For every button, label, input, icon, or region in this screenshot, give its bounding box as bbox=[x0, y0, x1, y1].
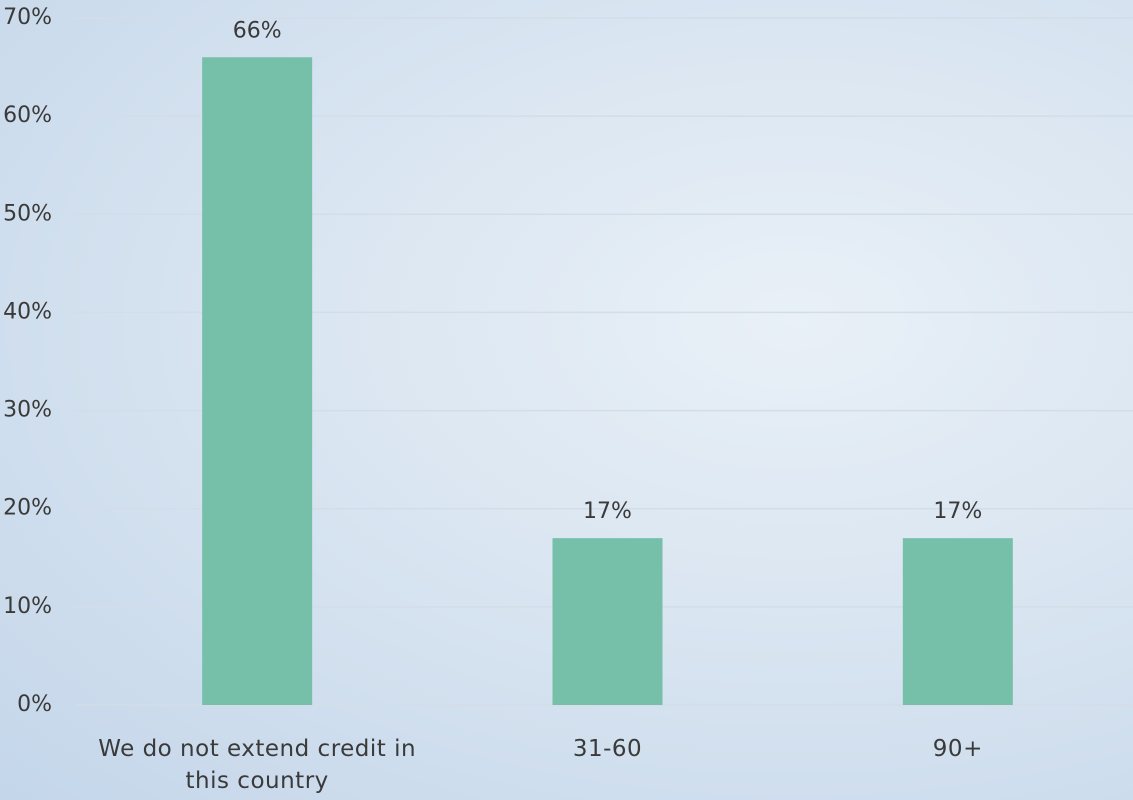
data-label: 66% bbox=[233, 18, 282, 43]
y-tick-label: 50% bbox=[3, 201, 52, 226]
y-tick-label: 0% bbox=[17, 692, 52, 717]
y-tick-label: 10% bbox=[3, 594, 52, 619]
x-tick-label: 31-60 bbox=[572, 736, 643, 762]
data-label: 17% bbox=[933, 499, 982, 524]
y-tick-label: 40% bbox=[3, 299, 52, 324]
y-tick-label: 60% bbox=[3, 103, 52, 128]
y-tick-label: 20% bbox=[3, 496, 52, 521]
x-tick-label: 90+ bbox=[932, 736, 983, 762]
y-tick-label: 70% bbox=[3, 5, 52, 30]
bar bbox=[902, 538, 1013, 705]
bar bbox=[202, 57, 313, 705]
bar bbox=[552, 538, 663, 705]
y-tick-label: 30% bbox=[3, 398, 52, 423]
data-label: 17% bbox=[583, 499, 632, 524]
x-tick-label: We do not extend credit in this country bbox=[98, 736, 417, 794]
